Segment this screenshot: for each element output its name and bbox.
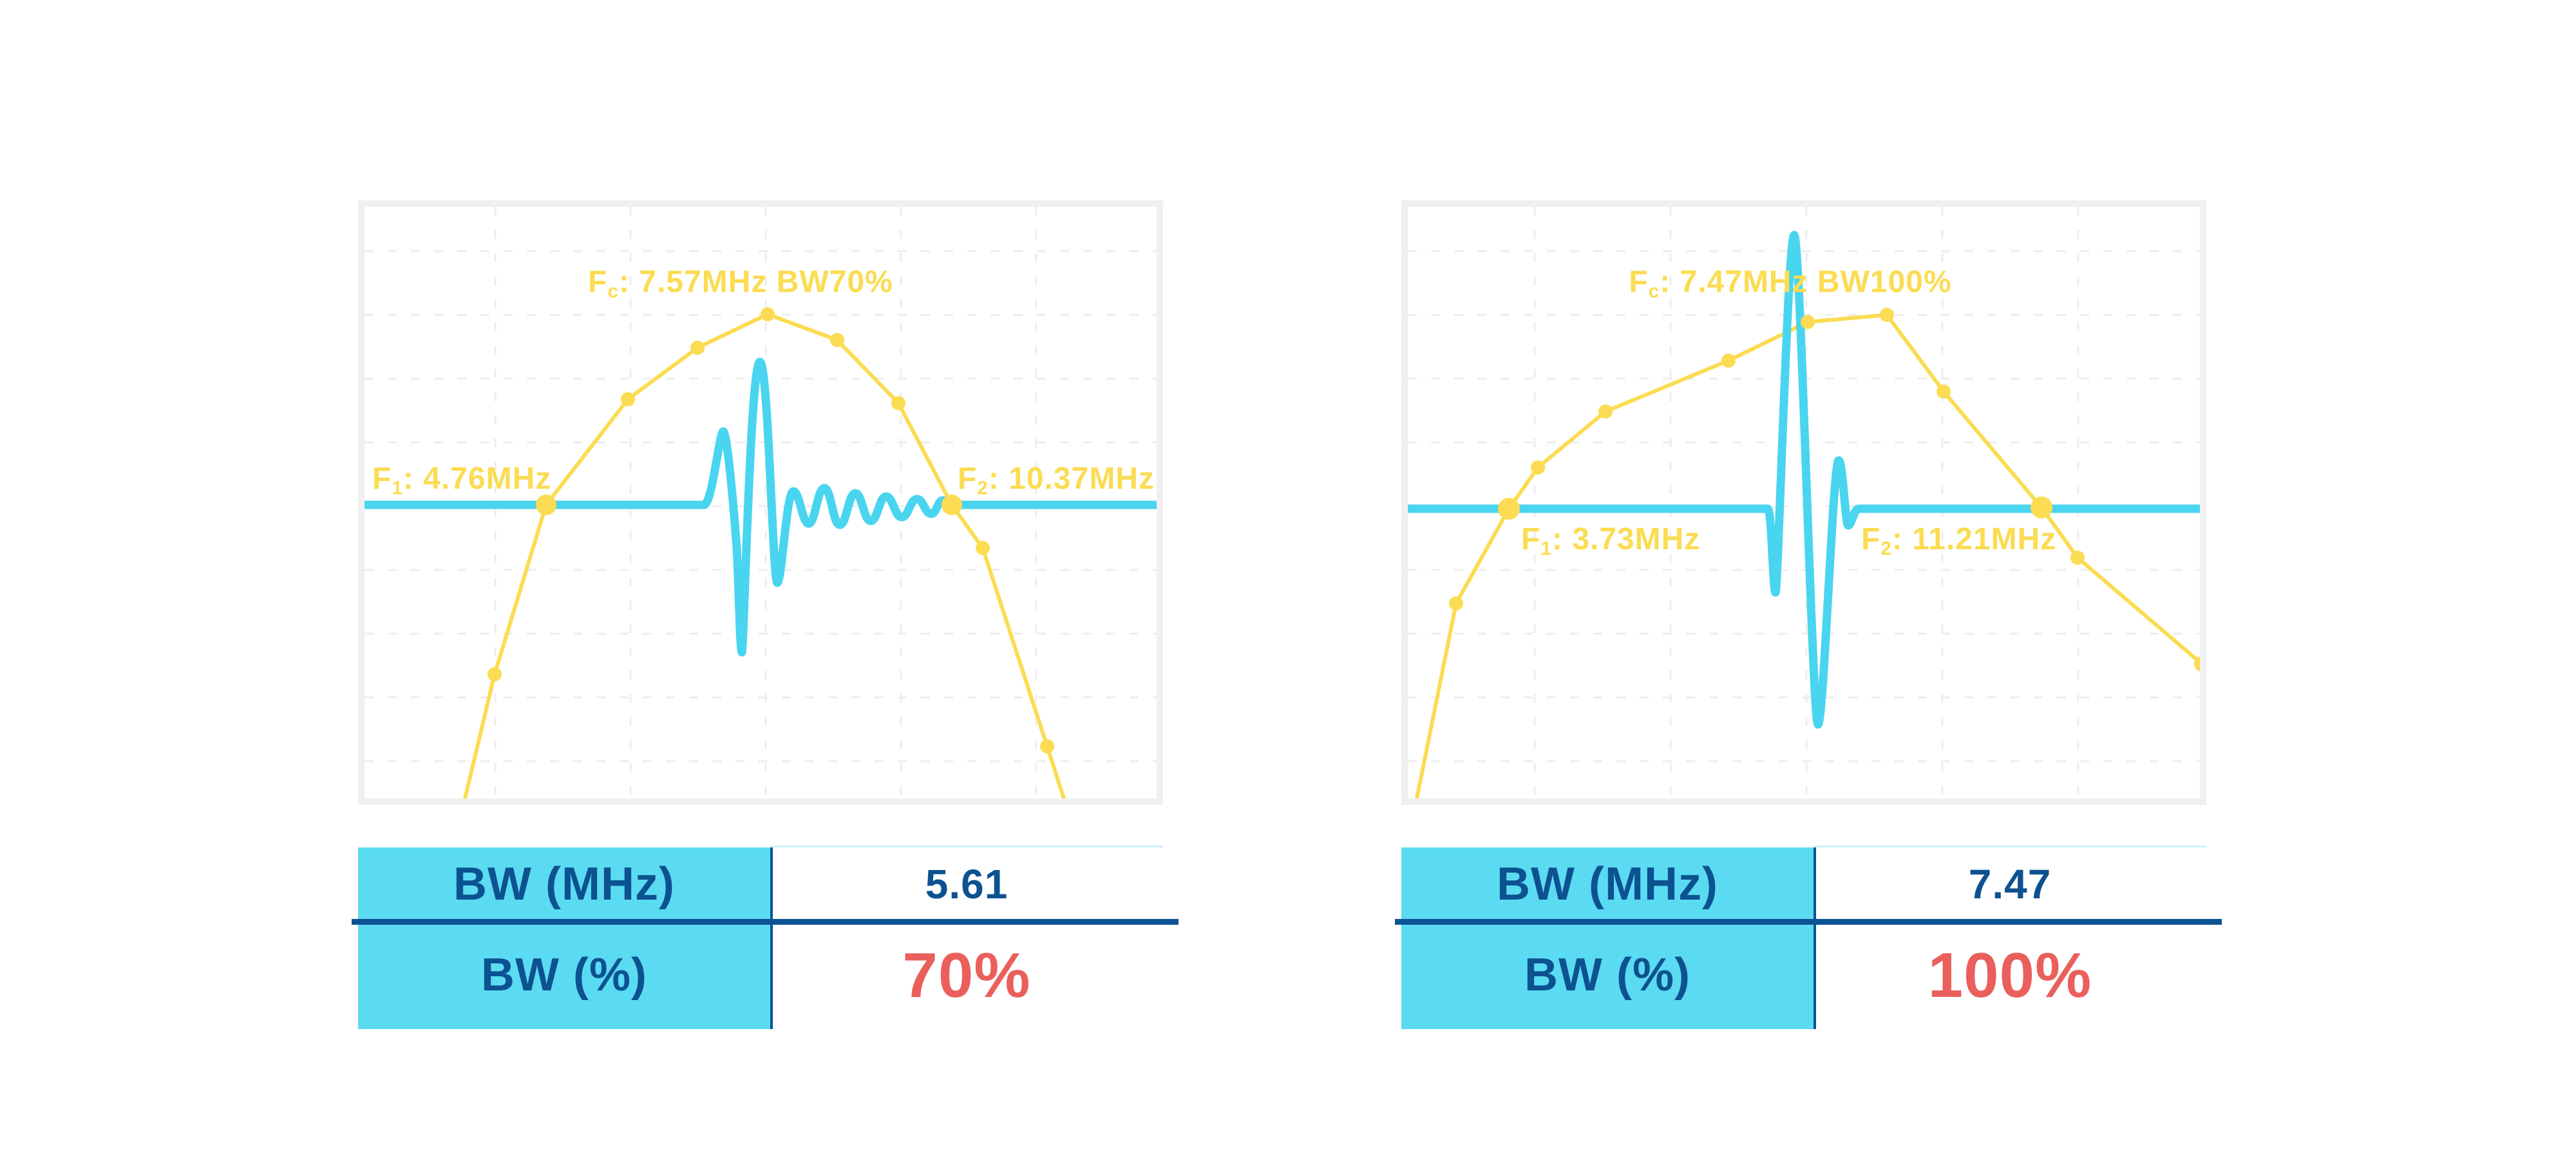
spectrum-plot-bw100 [1408,207,2200,799]
panel-bw100: Fc: 7.47MHz BW100% F1: 3.73MHz F2: 11.21… [1395,200,2222,1037]
table-row: BW (MHz) 5.61 [358,847,1163,921]
f1-symbol: F [372,462,392,496]
cutoff-frequency-marker [942,495,962,515]
table-horizontal-divider [1395,919,2222,925]
spectrum-point-marker [761,307,775,321]
table-row: BW (MHz) 7.47 [1401,847,2206,921]
spectrum-point-marker [1531,460,1545,475]
f2-annotation: F2: 10.37MHz [958,462,1155,499]
bw-pct-value: 100% [1814,921,2206,1029]
table-horizontal-divider [352,919,1179,925]
bandwidth-table-bw100: BW (MHz) 7.47 BW (%) 100% [1395,846,2222,1029]
fc-annotation: Fc: 7.47MHz BW100% [1629,265,1951,302]
table-row: BW (%) 70% [358,921,1163,1029]
fc-symbol: F [588,265,608,299]
spectrum-point-marker [1801,315,1815,329]
f1-value-text: : 4.76MHz [402,462,552,496]
spectrum-point-marker [891,396,905,410]
spectrum-chart-bw100 [1401,200,2206,805]
bw-pct-value: 70% [770,921,1163,1029]
pulse-waveform [1408,231,2200,729]
cutoff-frequency-marker [1498,498,1520,520]
f1-value-text: : 3.73MHz [1551,522,1701,556]
cutoff-frequency-marker [536,495,556,515]
f2-annotation: F2: 11.21MHz [1861,522,2057,560]
table-vertical-divider [770,847,773,1029]
spectrum-point-marker [1598,404,1613,419]
fc-subscript: c [607,280,620,302]
fc-value-text: : 7.57MHz BW70% [619,265,893,299]
f1-subscript: 1 [1540,538,1552,560]
bw-mhz-value: 5.61 [770,847,1163,921]
pulse-waveform [365,357,1157,657]
spectrum-plot-bw70 [365,207,1157,799]
table-row: BW (%) 100% [1401,921,2206,1029]
f2-subscript: 2 [977,477,989,499]
fc-symbol: F [1629,265,1649,299]
spectrum-curve [463,312,1066,799]
f1-symbol: F [1521,522,1541,556]
spectrum-point-marker [2070,551,2085,565]
spectrum-point-marker [976,541,990,555]
spectrum-point-marker [488,667,502,681]
bw-pct-label: BW (%) [1401,921,1814,1029]
spectrum-point-marker [621,392,635,406]
panel-bw70: Fc: 7.57MHz BW70% F1: 4.76MHz F2: 10.37M… [352,200,1179,1037]
bw-mhz-label: BW (MHz) [1401,847,1814,921]
spectrum-point-marker [690,341,705,355]
spectrum-point-marker [1040,739,1054,753]
table-vertical-divider [1814,847,1816,1029]
spectrum-point-marker [2194,656,2200,672]
spectrum-point-marker [830,333,844,347]
f2-value-text: : 10.37MHz [988,462,1155,496]
fc-subscript: c [1648,280,1660,302]
bandwidth-table-bw70: BW (MHz) 5.61 BW (%) 70% [352,846,1179,1029]
table-top-border [1814,846,2206,847]
f2-value-text: : 11.21MHz [1891,522,2057,556]
bw-pct-label: BW (%) [358,921,770,1029]
spectrum-point-marker [1721,354,1736,368]
f2-subscript: 2 [1880,538,1892,560]
spectrum-point-marker [1449,596,1463,610]
f1-annotation: F1: 3.73MHz [1521,522,1701,560]
spectrum-point-marker [1937,384,1951,399]
f2-symbol: F [1861,522,1881,556]
cutoff-frequency-marker [2031,497,2052,518]
spectrum-point-marker [1880,308,1894,322]
spectrum-chart-bw70 [358,200,1163,805]
f2-symbol: F [958,462,978,496]
bw-mhz-label: BW (MHz) [358,847,770,921]
table-top-border [770,846,1163,847]
bw-mhz-value: 7.47 [1814,847,2206,921]
fc-annotation: Fc: 7.57MHz BW70% [588,265,893,302]
fc-value-text: : 7.47MHz BW100% [1660,265,1952,299]
f1-annotation: F1: 4.76MHz [372,462,551,499]
f1-subscript: 1 [392,477,403,499]
